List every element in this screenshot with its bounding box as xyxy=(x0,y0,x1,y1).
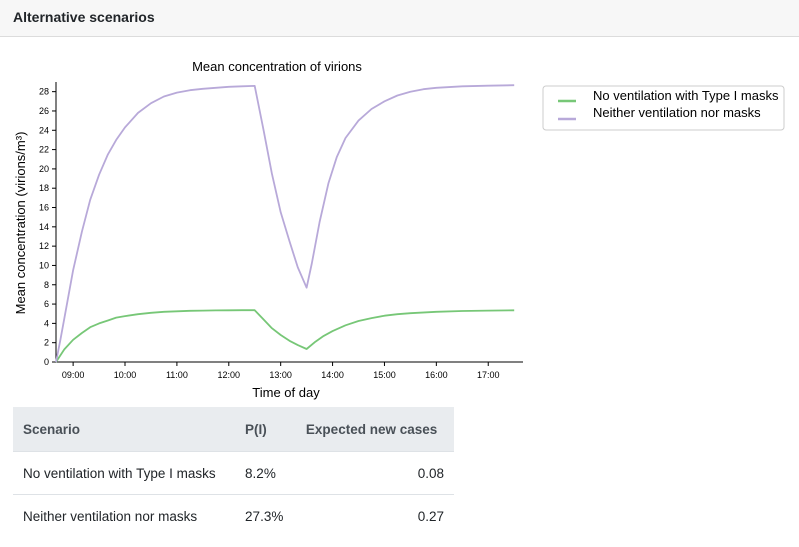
column-header-scenario: Scenario xyxy=(13,407,236,452)
y-tick-label: 28 xyxy=(39,87,49,97)
x-tick-label: 12:00 xyxy=(218,370,241,380)
y-tick-label: 20 xyxy=(39,164,49,174)
expected-cases-cell: 0.27 xyxy=(417,508,444,524)
expected-cases-cell: 0.08 xyxy=(295,451,454,495)
x-tick-label: 17:00 xyxy=(477,370,500,380)
series-line xyxy=(55,84,515,363)
concentration-chart: Mean concentration of virions Time of da… xyxy=(13,59,785,400)
series-lines xyxy=(55,84,515,363)
y-tick-label: 16 xyxy=(39,203,49,213)
scenario-cell: Neither ventilation nor masks xyxy=(23,508,198,524)
scenario-table: Scenario P(I) Expected new cases No vent… xyxy=(13,407,454,537)
y-tick-label: 6 xyxy=(44,299,49,309)
table-row: No ventilation with Type I masks 8.2% 0.… xyxy=(13,451,454,495)
y-tick-label: 22 xyxy=(39,145,49,155)
legend-label: Neither ventilation nor masks xyxy=(593,105,761,120)
y-tick-label: 8 xyxy=(44,280,49,290)
x-axis-label: Time of day xyxy=(252,385,320,400)
y-tick-label: 26 xyxy=(39,106,49,116)
y-tick-label: 2 xyxy=(44,338,49,348)
column-header-expected-cases: Expected new cases xyxy=(295,407,454,452)
series-line xyxy=(55,309,515,363)
probability-cell: 27.3% xyxy=(245,508,284,524)
legend: No ventilation with Type I masks Neither… xyxy=(542,85,785,131)
probability-cell: 8.2% xyxy=(235,451,296,495)
x-tick-label: 14:00 xyxy=(321,370,344,380)
section-title: Alternative scenarios xyxy=(13,9,155,25)
legend-box xyxy=(542,85,785,131)
y-tick-label: 18 xyxy=(39,183,49,193)
y-tick-label: 10 xyxy=(39,260,49,270)
scenario-cell: No ventilation with Type I masks xyxy=(13,451,236,495)
y-tick-label: 12 xyxy=(39,241,49,251)
legend-label: No ventilation with Type I masks xyxy=(593,88,779,103)
table-header-row: Scenario P(I) Expected new cases xyxy=(13,407,454,452)
x-tick-label: 13:00 xyxy=(269,370,292,380)
section-header: Alternative scenarios xyxy=(0,0,799,37)
y-tick-label: 24 xyxy=(39,125,49,135)
y-axis-label: Mean concentration (virions/m³) xyxy=(13,132,28,315)
y-tick-label: 14 xyxy=(39,222,49,232)
x-tick-label: 09:00 xyxy=(62,370,85,380)
y-tick-label: 0 xyxy=(44,357,49,367)
x-tick-label: 11:00 xyxy=(166,370,188,380)
y-tick-label: 4 xyxy=(44,318,49,328)
chart-title: Mean concentration of virions xyxy=(192,59,362,74)
x-tick-label: 15:00 xyxy=(373,370,396,380)
x-tick-label: 16:00 xyxy=(425,370,448,380)
x-tick-label: 10:00 xyxy=(114,370,137,380)
table-row: Neither ventilation nor masks 27.3% 0.27 xyxy=(13,495,454,538)
column-header-probability: P(I) xyxy=(235,407,296,452)
